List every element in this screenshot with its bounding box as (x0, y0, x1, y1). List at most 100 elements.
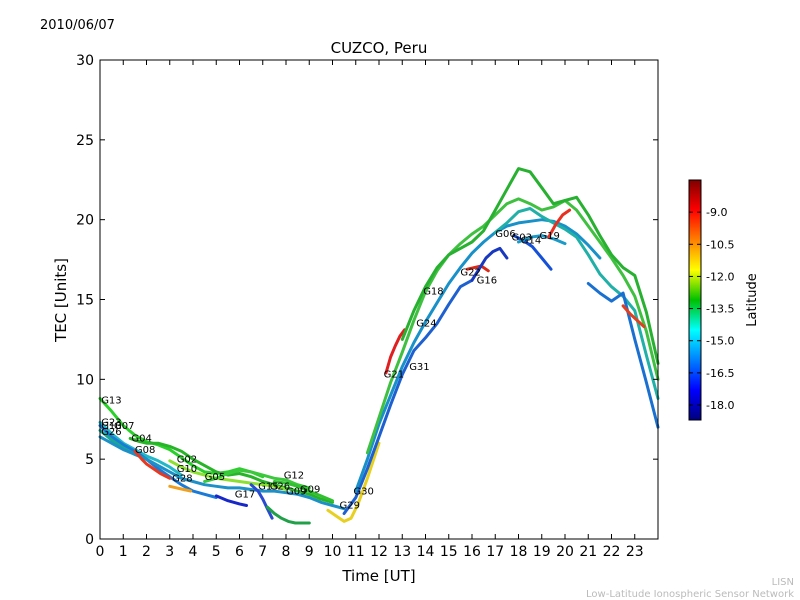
series-g03-23 (512, 234, 553, 271)
series-g06-22 (493, 207, 660, 400)
satellite-label-0: G13 (101, 395, 121, 406)
colorbar: Latitude -9.0 -10.5 -12.0 -13.5 -15.0 -16.5 -1… (688, 179, 760, 421)
satellite-label-19: G21 (384, 370, 404, 381)
y-tick-label-6: 30 (76, 53, 94, 69)
satellite-label-20: G31 (409, 362, 429, 373)
satellite-label-10: G05 (205, 472, 225, 483)
satellite-label-4: G26 (101, 427, 121, 438)
series-g31-16 (354, 218, 602, 493)
x-tick-label-21: 21 (579, 544, 597, 560)
y-tick-label-4: 20 (76, 213, 94, 229)
series-g16-21 (470, 246, 509, 282)
satellite-label-14: G12 (284, 470, 304, 481)
y-tick-label-2: 10 (76, 372, 94, 388)
x-tick-label-18: 18 (510, 544, 528, 560)
series-g12-12 (272, 480, 334, 503)
satellite-label-1: G23 (101, 418, 121, 429)
series-g05-9 (203, 468, 311, 490)
x-tick-label-5: 5 (212, 544, 221, 560)
satellite-label-8: G10 (177, 464, 197, 475)
credit-network: Low-Latitude Ionospheric Sensor Network (586, 589, 794, 600)
series-layer (98, 167, 660, 525)
series-g10-2 (98, 424, 218, 499)
satellite-label-26: G03 (512, 232, 532, 243)
satellite-label-12: G15 (258, 482, 278, 493)
x-tick-label-10: 10 (324, 544, 342, 560)
satellite-label-23: G22 (460, 268, 480, 279)
series-g28-8 (168, 484, 193, 493)
x-tick-label-9: 9 (305, 544, 314, 560)
x-tick-label-3: 3 (165, 544, 174, 560)
x-tick-label-13: 13 (393, 544, 411, 560)
axes-layer: 0 1 2 3 4 5 6 7 8 9 10 11 12 13 14 15 16 17 18 19 20 21 22 2305… (76, 53, 658, 560)
y-tick-label-5: 25 (76, 133, 94, 149)
satellite-label-27: G14 (521, 236, 541, 247)
colorbar-tick-label-6: -18.0 (706, 399, 734, 412)
satellite-label-22: G18 (423, 287, 443, 298)
colorbar-tick-label-0: -9.0 (706, 206, 727, 219)
x-tick-label-12: 12 (370, 544, 388, 560)
x-tick-label-19: 19 (533, 544, 551, 560)
series-g02-7 (168, 459, 288, 491)
x-tick-label-15: 15 (440, 544, 458, 560)
colorbar-tick-label-3: -13.5 (706, 303, 734, 316)
satellite-label-25: G06 (495, 229, 515, 240)
series-g23-1 (98, 420, 183, 477)
series-g21-17 (384, 328, 407, 375)
y-tick-label-0: 0 (85, 532, 94, 548)
series-g20-26 (586, 282, 660, 429)
x-tick-label-11: 11 (347, 544, 365, 560)
chart-title: CUZCO, Peru (331, 39, 428, 57)
x-tick-label-14: 14 (417, 544, 435, 560)
satellite-label-21: G24 (416, 319, 436, 330)
date-stamp: 2010/06/07 (40, 18, 115, 33)
x-axis-label: Time [UT] (341, 567, 415, 585)
y-axis-label: TEC [Units] (52, 258, 70, 343)
satellite-label-3: G07 (114, 421, 134, 432)
satellite-label-13: G26 (270, 482, 290, 493)
series-g30-15 (342, 278, 474, 515)
x-tick-label-1: 1 (119, 544, 128, 560)
series-g09-13 (265, 505, 311, 525)
satellite-label-24: G16 (477, 276, 497, 287)
colorbar-gradient (688, 179, 702, 421)
colorbar-tick-label-5: -16.5 (706, 367, 734, 380)
satellite-label-15: G09 (286, 486, 306, 497)
x-tick-label-17: 17 (486, 544, 504, 560)
x-tick-label-16: 16 (463, 544, 481, 560)
x-tick-label-4: 4 (189, 544, 198, 560)
colorbar-label: Latitude (745, 273, 760, 327)
satellite-label-18: G29 (340, 501, 360, 512)
series-g19-25 (547, 208, 572, 239)
colorbar-tick-label-1: -10.5 (706, 238, 734, 251)
credit-lisn: LISN (771, 577, 794, 588)
series-g29-14 (326, 441, 381, 523)
series-g18-19 (400, 167, 660, 365)
series-g22-20 (465, 264, 490, 273)
satellite-label-2: G10 (101, 421, 121, 432)
x-tick-label-6: 6 (235, 544, 244, 560)
series-g14-24 (517, 234, 567, 246)
series-g13-0 (98, 397, 265, 479)
x-tick-label-8: 8 (282, 544, 291, 560)
satellite-label-9: G28 (172, 474, 192, 485)
series-g15-11 (249, 483, 274, 520)
x-tick-label-0: 0 (96, 544, 105, 560)
satellite-label-7: G02 (177, 454, 197, 465)
series-g24-18 (365, 197, 660, 455)
colorbar-tick-label-4: -15.0 (706, 335, 734, 348)
colorbar-tick-label-2: -12.0 (706, 270, 734, 283)
satellite-label-17: G30 (353, 486, 373, 497)
satellite-label-28: G19 (539, 231, 559, 242)
satellite-label-5: G04 (131, 434, 151, 445)
series-g11-27 (621, 304, 646, 329)
y-tick-label-1: 5 (85, 452, 94, 468)
satellite-label-16: G09 (300, 485, 320, 496)
y-tick-label-3: 15 (76, 293, 94, 309)
satellite-label-6: G08 (135, 445, 155, 456)
satellite-label-11: G17 (235, 490, 255, 501)
series-g08-6 (133, 449, 172, 480)
x-tick-label-23: 23 (626, 544, 644, 560)
